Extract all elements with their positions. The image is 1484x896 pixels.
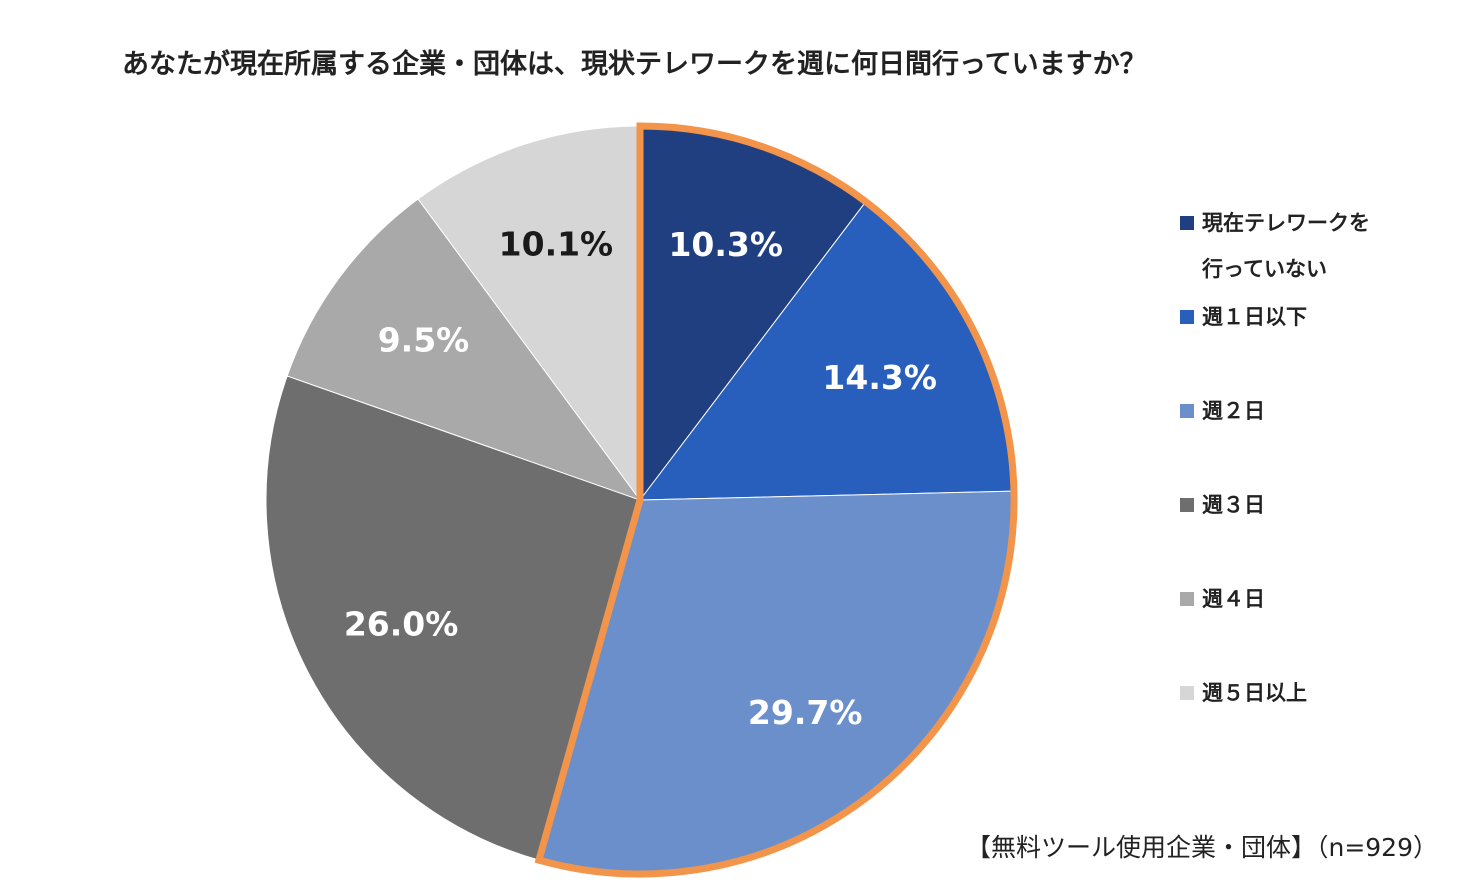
data-label: 14.3% (822, 358, 937, 397)
sample-note: 【無料ツール使用企業・団体】（n=929） (965, 833, 1438, 862)
legend-label-line: 行っていない (1202, 257, 1327, 281)
data-label: 10.3% (668, 225, 783, 264)
legend-swatch (1180, 686, 1194, 700)
legend-item: 週４日 (1180, 576, 1402, 622)
legend-swatch (1180, 592, 1194, 606)
legend-item: 現在テレワークを 行っていない (1180, 200, 1402, 292)
chart-title: あなたが現在所属する企業・団体は、現状テレワークを週に何日間行っていますか？ (122, 49, 1147, 80)
legend-item: 週３日 (1180, 482, 1402, 528)
data-label: 9.5% (378, 320, 470, 359)
data-label: 29.7% (748, 693, 863, 732)
legend-label: 週５日以上 (1202, 681, 1307, 705)
legend-label: 週２日 (1202, 399, 1265, 423)
legend-label: 週３日 (1202, 493, 1265, 517)
legend-item: 週５日以上 (1180, 670, 1402, 716)
legend-item: 週１日以下 (1180, 294, 1402, 340)
legend-label: 週１日以下 (1202, 305, 1307, 329)
data-label: 10.1% (499, 225, 614, 264)
legend-item: 週２日 (1180, 388, 1402, 434)
pie-labels: 10.3% 14.3% 29.7% 26.0% 9.5% 10.1% (344, 225, 937, 732)
legend-swatch (1180, 404, 1194, 418)
highlight-outline (534, 122, 1018, 878)
legend-label: 現在テレワークを 行っていない (1202, 200, 1402, 292)
legend-swatch (1180, 310, 1194, 324)
pie-slice (417, 125, 641, 502)
pie-slice (265, 375, 641, 861)
data-label: 26.0% (344, 605, 459, 644)
legend-label: 週４日 (1202, 587, 1265, 611)
legend-label-line: 現在テレワークを (1202, 211, 1370, 235)
legend-swatch (1180, 216, 1194, 230)
pie-slice (286, 198, 642, 502)
pie-slices (265, 125, 1015, 875)
legend-swatch (1180, 498, 1194, 512)
